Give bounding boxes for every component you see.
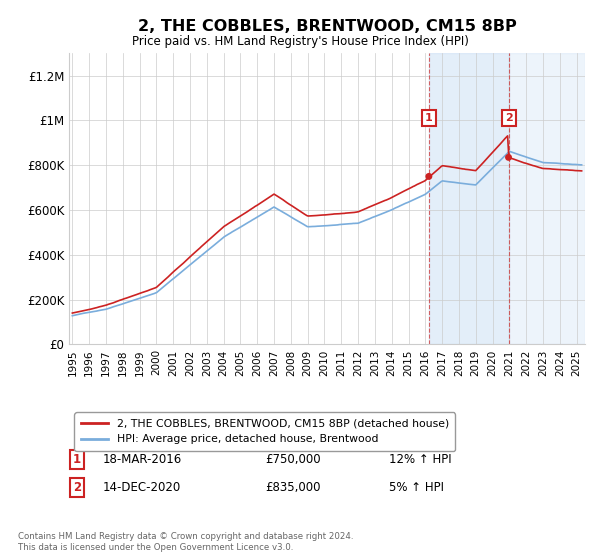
Point bbox=[504, 153, 514, 162]
Text: 1: 1 bbox=[73, 453, 81, 466]
Text: 12% ↑ HPI: 12% ↑ HPI bbox=[389, 453, 452, 466]
Text: 14-DEC-2020: 14-DEC-2020 bbox=[103, 480, 181, 493]
Text: 2: 2 bbox=[73, 480, 81, 493]
Title: 2, THE COBBLES, BRENTWOOD, CM15 8BP: 2, THE COBBLES, BRENTWOOD, CM15 8BP bbox=[137, 19, 517, 34]
Point bbox=[424, 172, 434, 181]
Text: £835,000: £835,000 bbox=[265, 480, 320, 493]
Text: 18-MAR-2016: 18-MAR-2016 bbox=[103, 453, 182, 466]
Bar bbox=[429, 53, 509, 344]
Text: Price paid vs. HM Land Registry's House Price Index (HPI): Price paid vs. HM Land Registry's House … bbox=[131, 35, 469, 49]
Text: 2: 2 bbox=[505, 113, 512, 123]
Bar bbox=[509, 53, 585, 344]
Text: Contains HM Land Registry data © Crown copyright and database right 2024.
This d: Contains HM Land Registry data © Crown c… bbox=[18, 532, 353, 552]
Legend: 2, THE COBBLES, BRENTWOOD, CM15 8BP (detached house), HPI: Average price, detach: 2, THE COBBLES, BRENTWOOD, CM15 8BP (det… bbox=[74, 412, 455, 451]
Text: 5% ↑ HPI: 5% ↑ HPI bbox=[389, 480, 444, 493]
Text: £750,000: £750,000 bbox=[265, 453, 321, 466]
Text: 1: 1 bbox=[425, 113, 433, 123]
